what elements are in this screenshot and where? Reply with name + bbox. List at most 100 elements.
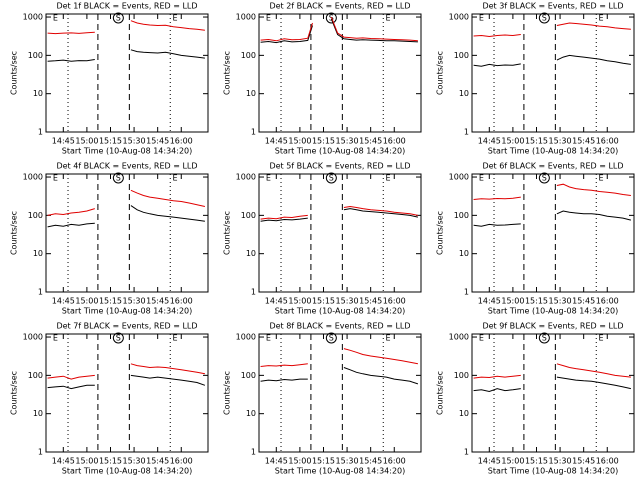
annotation: S	[116, 174, 121, 183]
panel: Det 2f BLACK = Events, RED = LLD Start Ti…	[223, 2, 422, 156]
plot-frame	[45, 173, 209, 293]
annotation: S	[329, 334, 334, 343]
chart-title: Det 2f BLACK = Events, RED = LLD	[269, 2, 410, 11]
y-tick-label: 100	[28, 211, 43, 220]
plot-frame	[258, 13, 422, 133]
panel: Det 5f BLACK = Events, RED = LLD Start Ti…	[223, 162, 422, 316]
x-tick-label: 15:30	[123, 297, 146, 306]
plot-frame	[471, 173, 635, 293]
annotation: E	[53, 174, 58, 183]
x-tick-label: 16:00	[383, 137, 406, 146]
annotation: E	[598, 334, 603, 343]
panel: Det 6f BLACK = Events, RED = LLD Start Ti…	[436, 162, 635, 316]
y-axis-label: Counts/sec	[223, 211, 232, 255]
annotation: E	[172, 174, 177, 183]
x-tick-label: 14:45	[478, 297, 501, 306]
x-axis-label: Start Time (10-Aug-08 14:34:20)	[488, 307, 619, 316]
x-tick-label: 15:00	[501, 457, 524, 466]
annotation-circle	[325, 12, 337, 24]
chart-title: Det 1f BLACK = Events, RED = LLD	[56, 2, 197, 11]
series-line	[47, 205, 205, 228]
y-tick-label: 100	[241, 51, 256, 60]
y-tick-label: 10	[246, 89, 256, 98]
x-tick-label: 15:30	[336, 297, 359, 306]
annotation: S	[116, 14, 121, 23]
y-axis-label: Counts/sec	[10, 51, 19, 95]
annotation-circle	[538, 172, 550, 184]
x-tick-label: 15:45	[146, 297, 169, 306]
x-tick-label: 15:45	[359, 297, 382, 306]
x-tick-label: 15:45	[359, 137, 382, 146]
annotation-circle	[325, 172, 337, 184]
annotation: E	[479, 14, 484, 23]
y-tick-label: 10	[459, 89, 469, 98]
series-line	[473, 22, 631, 38]
plot-frame	[471, 333, 635, 453]
y-tick-label: 1	[38, 128, 43, 137]
series-line	[47, 363, 205, 380]
annotation: E	[385, 14, 390, 23]
x-tick-label: 16:00	[596, 137, 619, 146]
y-axis-label: Counts/sec	[436, 51, 445, 95]
series-line	[260, 205, 418, 220]
x-tick-label: 15:00	[75, 457, 98, 466]
x-tick-label: 15:00	[75, 137, 98, 146]
y-axis-label: Counts/sec	[223, 371, 232, 415]
y-axis-label: Counts/sec	[436, 371, 445, 415]
panel: Det 4f BLACK = Events, RED = LLD Start Ti…	[10, 162, 209, 316]
x-axis-label: Start Time (10-Aug-08 14:34:20)	[488, 467, 619, 476]
x-axis-label: Start Time (10-Aug-08 14:34:20)	[275, 307, 406, 316]
x-tick-label: 15:00	[75, 297, 98, 306]
annotation: E	[598, 174, 603, 183]
y-axis-label: Counts/sec	[436, 211, 445, 255]
y-tick-label: 1	[38, 288, 43, 297]
series-line	[260, 16, 418, 42]
x-tick-label: 15:30	[123, 137, 146, 146]
x-tick-label: 15:15	[99, 137, 122, 146]
x-tick-label: 15:45	[572, 297, 595, 306]
x-tick-label: 15:15	[525, 297, 548, 306]
annotation: E	[53, 14, 58, 23]
panel: Det 7f BLACK = Events, RED = LLD Start Ti…	[10, 322, 209, 476]
annotation: S	[542, 14, 547, 23]
x-tick-label: 15:30	[123, 457, 146, 466]
x-tick-label: 15:45	[572, 457, 595, 466]
panel: Det 1f BLACK = Events, RED = LLD Start Ti…	[10, 2, 209, 156]
plot-frame	[258, 333, 422, 453]
y-tick-label: 1	[251, 448, 256, 457]
annotation-circle	[538, 332, 550, 344]
annotation: E	[479, 174, 484, 183]
annotation: E	[385, 174, 390, 183]
panel: Det 3f BLACK = Events, RED = LLD Start Ti…	[436, 2, 635, 156]
y-tick-label: 100	[241, 371, 256, 380]
y-tick-label: 100	[28, 371, 43, 380]
x-tick-label: 15:00	[501, 297, 524, 306]
series-line	[473, 183, 631, 200]
series-line	[473, 363, 631, 379]
annotation: E	[172, 14, 177, 23]
y-axis-label: Counts/sec	[10, 211, 19, 255]
x-tick-label: 15:00	[288, 457, 311, 466]
y-tick-label: 1	[464, 288, 469, 297]
plot-frame	[258, 173, 422, 293]
series-line	[47, 374, 206, 390]
y-tick-label: 100	[454, 211, 469, 220]
y-tick-label: 1	[251, 288, 256, 297]
x-tick-label: 15:15	[525, 457, 548, 466]
y-tick-label: 10	[459, 409, 469, 418]
annotation-circle	[325, 332, 337, 344]
annotation-circle	[112, 12, 124, 24]
y-axis-label: Counts/sec	[10, 371, 19, 415]
series-line	[260, 367, 419, 385]
plot-frame	[45, 13, 209, 133]
x-axis-label: Start Time (10-Aug-08 14:34:20)	[275, 467, 406, 476]
chart-title: Det 8f BLACK = Events, RED = LLD	[269, 322, 410, 331]
chart-title: Det 5f BLACK = Events, RED = LLD	[269, 162, 410, 171]
y-tick-label: 1000	[236, 13, 256, 22]
x-tick-label: 16:00	[596, 457, 619, 466]
y-tick-label: 1000	[236, 333, 256, 342]
x-axis-label: Start Time (10-Aug-08 14:34:20)	[488, 147, 619, 156]
y-tick-label: 100	[454, 51, 469, 60]
x-tick-label: 15:15	[99, 297, 122, 306]
x-tick-label: 16:00	[170, 457, 193, 466]
